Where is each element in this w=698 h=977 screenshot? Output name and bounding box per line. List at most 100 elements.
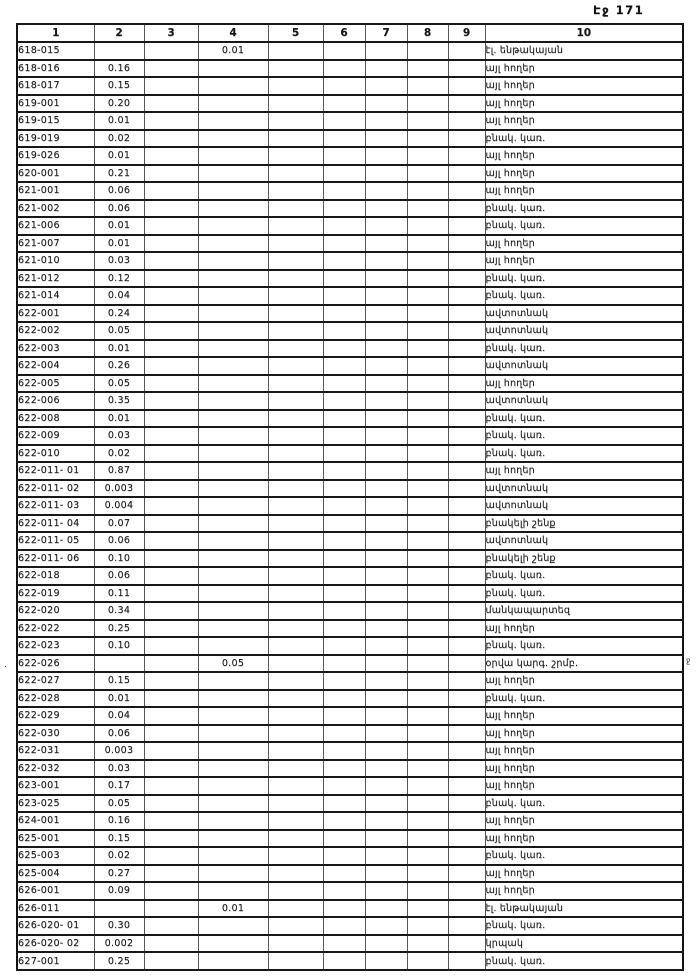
area-col4-cell	[197, 461, 269, 481]
parcel-code-cell: 622-001	[16, 303, 95, 323]
area-col2-cell: 0.20	[93, 93, 145, 113]
land-use-cell: բնակ. կառ.	[484, 286, 684, 306]
col5-cell	[267, 793, 324, 813]
col3-cell	[143, 268, 199, 288]
col6-cell	[322, 286, 366, 306]
col5-cell	[267, 758, 324, 778]
col3-cell	[143, 111, 199, 131]
col9-cell	[447, 671, 486, 691]
parcel-code-cell: 626-001	[16, 881, 95, 901]
col8-cell	[406, 741, 449, 761]
col7-cell	[364, 583, 408, 603]
col7-cell	[364, 723, 408, 743]
area-col4-cell	[197, 863, 269, 883]
col7-cell	[364, 688, 408, 708]
col8-cell	[406, 496, 449, 516]
parcel-code-cell: 622-011- 04	[16, 513, 95, 533]
area-col4-cell	[197, 793, 269, 813]
col3-cell	[143, 233, 199, 253]
col9-cell	[447, 128, 486, 148]
col9-cell	[447, 531, 486, 551]
col6-cell	[322, 793, 366, 813]
col9-cell	[447, 321, 486, 341]
parcel-code-cell: 622-005	[16, 373, 95, 393]
col9-cell	[447, 251, 486, 271]
col5-cell	[267, 373, 324, 393]
col9-cell	[447, 41, 486, 61]
area-col2-cell: 0.01	[93, 338, 145, 358]
col6-cell	[322, 408, 366, 428]
parcel-code-cell: 619-019	[16, 128, 95, 148]
area-col2-cell: 0.01	[93, 216, 145, 236]
col9-cell	[447, 111, 486, 131]
col6-cell	[322, 128, 366, 148]
area-col4-cell	[197, 408, 269, 428]
col6-cell	[322, 566, 366, 586]
col8-cell	[406, 461, 449, 481]
parcel-code-cell: 622-031	[16, 741, 95, 761]
col8-cell	[406, 933, 449, 953]
area-col4-cell	[197, 513, 269, 533]
table-row: 622-011- 03 0.004 ավտոտնակ	[16, 496, 684, 516]
area-col2-cell: 0.09	[93, 881, 145, 901]
col9-cell	[447, 58, 486, 78]
land-use-cell: բնակ. կառ.	[484, 688, 684, 708]
parcel-code-cell: 622-030	[16, 723, 95, 743]
col3-cell	[143, 181, 199, 201]
area-col2-cell: 0.21	[93, 163, 145, 183]
land-use-cell: բնակ. կառ.	[484, 443, 684, 463]
table-row: 619-019 0.02 բնակ. կառ.	[16, 128, 684, 148]
land-use-cell: այլ հողեր	[484, 881, 684, 901]
parcel-code-cell: 619-015	[16, 111, 95, 131]
col8-cell	[406, 408, 449, 428]
parcel-code-cell: 621-012	[16, 268, 95, 288]
table-row: 621-002 0.06 բնակ. կառ.	[16, 198, 684, 218]
area-col2-cell: 0.03	[93, 758, 145, 778]
area-col2-cell: 0.87	[93, 461, 145, 481]
col3-cell	[143, 478, 199, 498]
table-row: 618-017 0.15 այլ հողեր	[16, 76, 684, 96]
area-col4-cell	[197, 373, 269, 393]
col5-cell	[267, 93, 324, 113]
column-header-10: 10	[484, 23, 684, 43]
col5-cell	[267, 916, 324, 936]
col3-cell	[143, 636, 199, 656]
col7-cell	[364, 776, 408, 796]
land-use-cell: այլ հողեր	[484, 181, 684, 201]
col5-cell	[267, 706, 324, 726]
land-use-cell: մանկապարտեզ	[484, 601, 684, 621]
col8-cell	[406, 268, 449, 288]
col7-cell	[364, 58, 408, 78]
col5-cell	[267, 443, 324, 463]
area-col2-cell	[93, 898, 145, 918]
land-use-cell: այլ հողեր	[484, 163, 684, 183]
col8-cell	[406, 426, 449, 446]
col3-cell	[143, 671, 199, 691]
area-col4-cell	[197, 268, 269, 288]
col7-cell	[364, 671, 408, 691]
col7-cell	[364, 338, 408, 358]
col9-cell	[447, 303, 486, 323]
col9-cell	[447, 181, 486, 201]
col8-cell	[406, 286, 449, 306]
col9-cell	[447, 653, 486, 673]
parcel-code-cell: 622-028	[16, 688, 95, 708]
land-use-cell: այլ հողեր	[484, 373, 684, 393]
col9-cell	[447, 286, 486, 306]
col3-cell	[143, 811, 199, 831]
col8-cell	[406, 303, 449, 323]
col8-cell	[406, 338, 449, 358]
area-col2-cell: 0.01	[93, 111, 145, 131]
col6-cell	[322, 321, 366, 341]
col7-cell	[364, 286, 408, 306]
area-col2-cell: 0.06	[93, 566, 145, 586]
col8-cell	[406, 58, 449, 78]
parcel-code-cell: 622-011- 02	[16, 478, 95, 498]
column-header-3: 3	[143, 23, 199, 43]
col6-cell	[322, 426, 366, 446]
col3-cell	[143, 741, 199, 761]
col5-cell	[267, 951, 324, 971]
col8-cell	[406, 93, 449, 113]
land-use-cell: բնակ. կառ.	[484, 636, 684, 656]
table-row: 622-010 0.02 բնակ. կառ.	[16, 443, 684, 463]
